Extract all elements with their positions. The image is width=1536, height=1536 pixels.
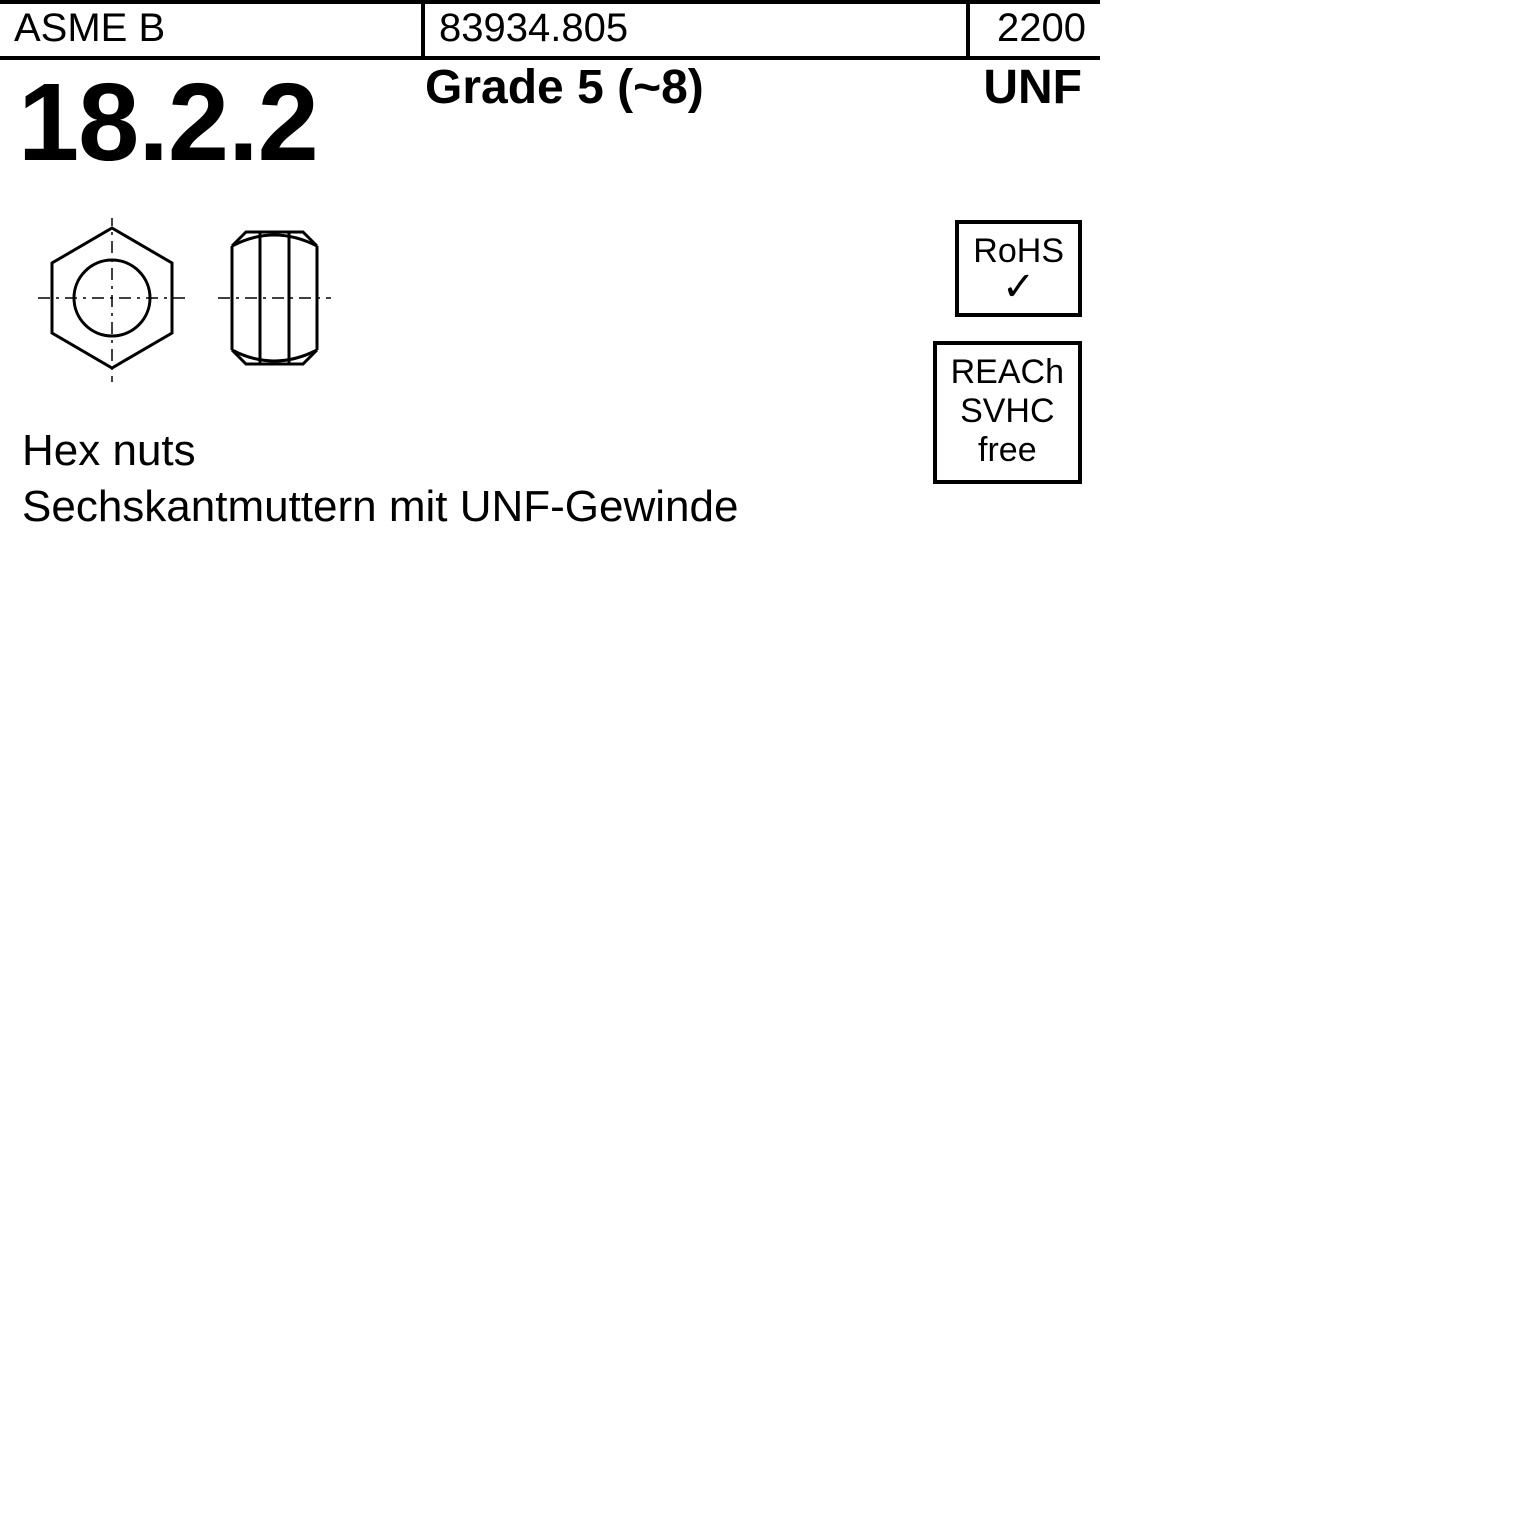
reach-badge: REACh SVHC free (933, 341, 1082, 484)
main-spec-line: 18.2.2 Grade 5 (~8) UNF (0, 60, 1100, 178)
compliance-column: RoHS ✓ REACh SVHC free (933, 220, 1082, 484)
thread-label: UNF (983, 60, 1082, 115)
header-row: ASME B 83934.805 2200 (0, 0, 1100, 60)
header-standard: ASME B (0, 4, 425, 56)
rohs-badge: RoHS ✓ (955, 220, 1082, 317)
grade-label: Grade 5 (~8) (425, 60, 704, 115)
description-de: Sechskantmuttern mit UNF-Gewinde (22, 482, 1100, 532)
reach-line2: SVHC (951, 392, 1064, 431)
reach-line3: free (951, 431, 1064, 470)
header-article-no: 83934.805 (425, 4, 970, 56)
check-icon: ✓ (973, 271, 1064, 303)
header-code: 2200 (970, 4, 1100, 56)
reach-line1: REACh (951, 353, 1064, 392)
datasheet-page: ASME B 83934.805 2200 18.2.2 Grade 5 (~8… (0, 0, 1100, 532)
hex-nut-drawing (22, 218, 352, 388)
